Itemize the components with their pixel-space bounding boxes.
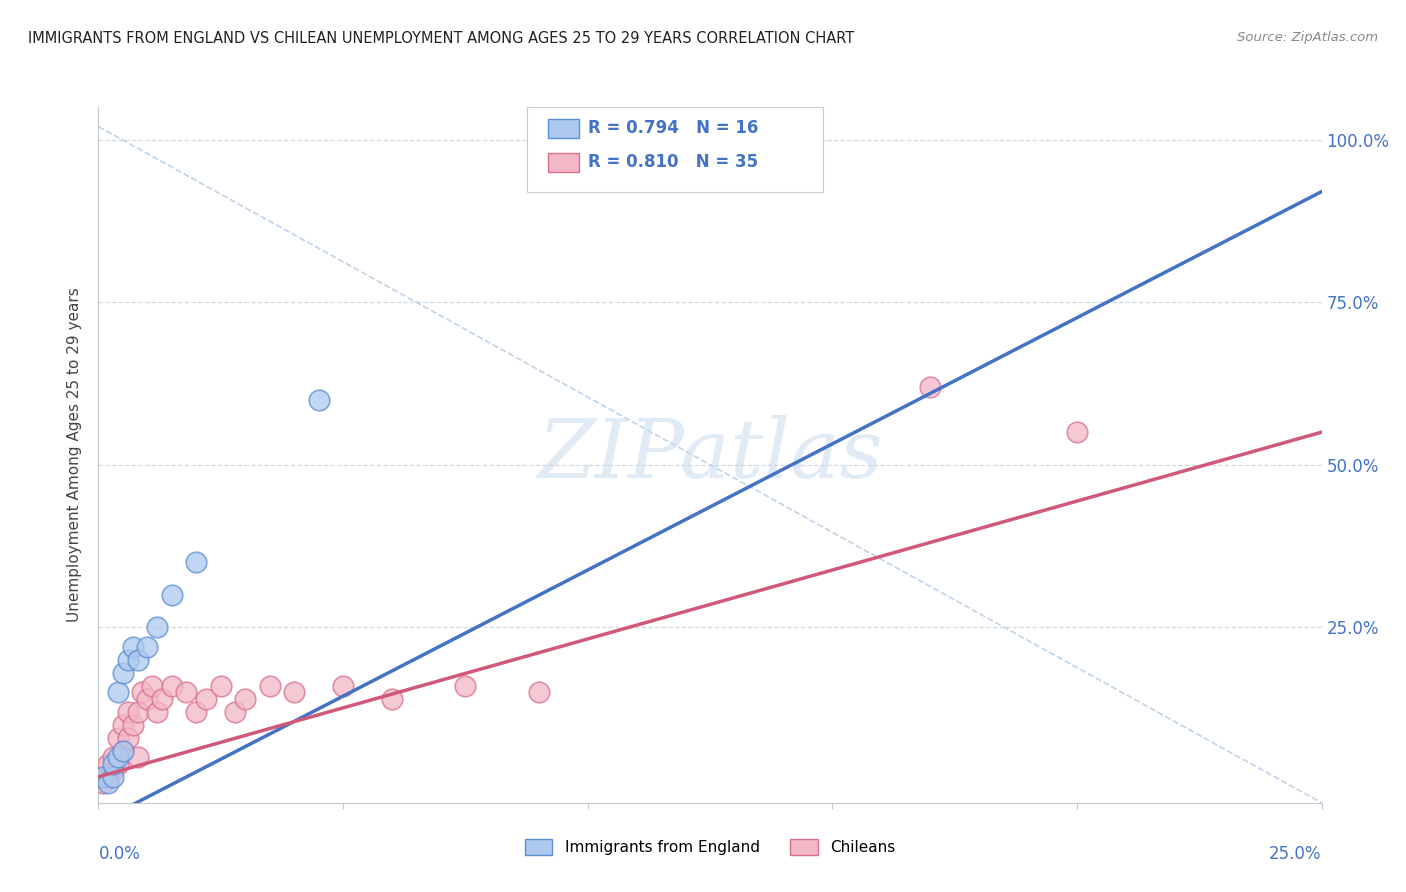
Point bbox=[107, 731, 129, 745]
Point bbox=[136, 691, 159, 706]
Point bbox=[101, 764, 124, 778]
Point bbox=[259, 679, 281, 693]
Point bbox=[160, 679, 183, 693]
Text: 0.0%: 0.0% bbox=[98, 845, 141, 863]
Point bbox=[97, 776, 120, 790]
Point bbox=[127, 705, 149, 719]
Point bbox=[111, 744, 134, 758]
Text: IMMIGRANTS FROM ENGLAND VS CHILEAN UNEMPLOYMENT AMONG AGES 25 TO 29 YEARS CORREL: IMMIGRANTS FROM ENGLAND VS CHILEAN UNEMP… bbox=[28, 31, 855, 46]
Point bbox=[117, 705, 139, 719]
Point bbox=[121, 718, 143, 732]
Point bbox=[141, 679, 163, 693]
Point bbox=[101, 770, 124, 784]
Point bbox=[283, 685, 305, 699]
Text: R = 0.810   N = 35: R = 0.810 N = 35 bbox=[588, 153, 758, 171]
Text: ZIPatlas: ZIPatlas bbox=[537, 415, 883, 495]
Point bbox=[136, 640, 159, 654]
Point bbox=[91, 776, 114, 790]
Point bbox=[91, 770, 114, 784]
Point bbox=[186, 555, 208, 569]
Y-axis label: Unemployment Among Ages 25 to 29 years: Unemployment Among Ages 25 to 29 years bbox=[67, 287, 83, 623]
Point bbox=[101, 750, 124, 764]
Point bbox=[146, 705, 169, 719]
Point bbox=[97, 756, 120, 771]
Point bbox=[107, 685, 129, 699]
Point bbox=[209, 679, 232, 693]
Point bbox=[127, 750, 149, 764]
Point bbox=[1066, 425, 1088, 439]
Point bbox=[176, 685, 198, 699]
Point bbox=[107, 750, 129, 764]
Point bbox=[127, 653, 149, 667]
Point bbox=[117, 653, 139, 667]
Point bbox=[233, 691, 256, 706]
Point bbox=[381, 691, 404, 706]
Text: Source: ZipAtlas.com: Source: ZipAtlas.com bbox=[1237, 31, 1378, 45]
Point bbox=[101, 756, 124, 771]
Point bbox=[111, 665, 134, 680]
Text: 25.0%: 25.0% bbox=[1270, 845, 1322, 863]
Point bbox=[195, 691, 218, 706]
Point bbox=[150, 691, 173, 706]
Point bbox=[121, 640, 143, 654]
Point bbox=[107, 756, 129, 771]
Point bbox=[332, 679, 354, 693]
Point bbox=[186, 705, 208, 719]
Point bbox=[160, 588, 183, 602]
Point bbox=[111, 744, 134, 758]
Point bbox=[91, 770, 114, 784]
Point bbox=[97, 770, 120, 784]
Point bbox=[308, 392, 330, 407]
Point bbox=[146, 620, 169, 634]
Point bbox=[527, 685, 550, 699]
Text: R = 0.794   N = 16: R = 0.794 N = 16 bbox=[588, 120, 758, 137]
Point bbox=[454, 679, 477, 693]
Point bbox=[117, 731, 139, 745]
Point bbox=[131, 685, 153, 699]
Point bbox=[224, 705, 246, 719]
Point bbox=[920, 379, 942, 393]
Point bbox=[111, 718, 134, 732]
Legend: Immigrants from England, Chileans: Immigrants from England, Chileans bbox=[519, 833, 901, 862]
